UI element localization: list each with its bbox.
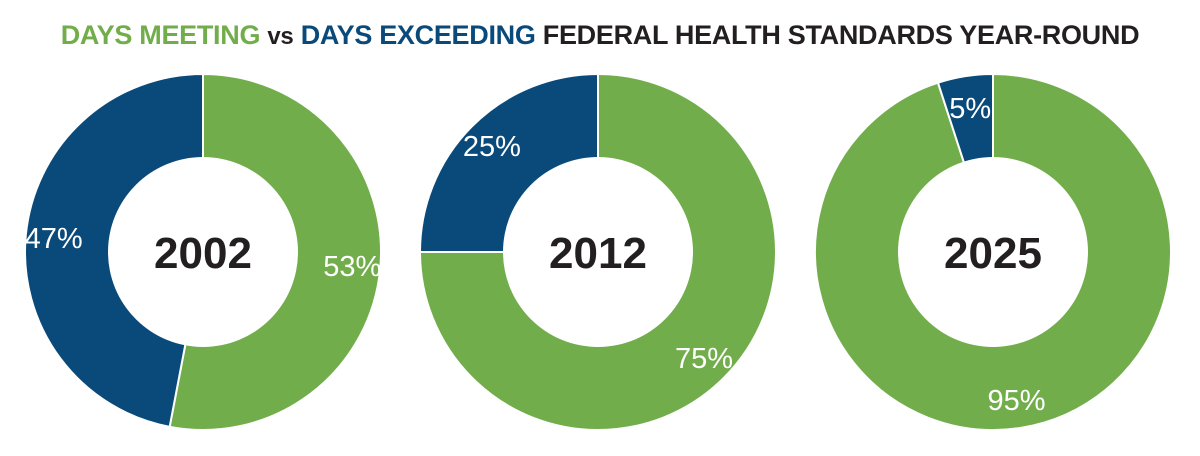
data-label-exceeding-2002: 47% bbox=[25, 223, 83, 255]
donut-hole-2002 bbox=[108, 157, 298, 347]
data-label-meeting-2012: 75% bbox=[675, 343, 733, 375]
title-federal-standards: FEDERAL HEALTH STANDARDS YEAR-ROUND bbox=[542, 20, 1140, 50]
slice-meeting-2012 bbox=[418, 72, 777, 431]
slice-meeting-2025 bbox=[814, 72, 1172, 431]
donut-chart-2002: 2002 53% 47% bbox=[24, 72, 382, 431]
year-label-2002: 2002 bbox=[154, 229, 252, 278]
year-label-2012: 2012 bbox=[549, 229, 647, 278]
data-label-exceeding-2025: 5% bbox=[949, 93, 991, 125]
title-vs: vs bbox=[267, 23, 294, 50]
year-label-2025: 2025 bbox=[944, 229, 1042, 278]
donut-chart-2025: 2025 95% 5% bbox=[814, 72, 1172, 431]
title-days-meeting: DAYS MEETING bbox=[60, 20, 261, 50]
donut-chart-2012: 2012 75% 25% bbox=[418, 72, 777, 431]
title-days-exceeding: DAYS EXCEEDING bbox=[300, 20, 536, 50]
donut-hole-2025 bbox=[898, 157, 1088, 347]
data-label-meeting-2002: 53% bbox=[323, 251, 381, 283]
donut-hole-2012 bbox=[503, 157, 693, 347]
chart-title: DAYS MEETING vs DAYS EXCEEDING FEDERAL H… bbox=[0, 20, 1200, 51]
data-label-meeting-2025: 95% bbox=[987, 385, 1045, 417]
data-label-exceeding-2012: 25% bbox=[463, 131, 521, 163]
